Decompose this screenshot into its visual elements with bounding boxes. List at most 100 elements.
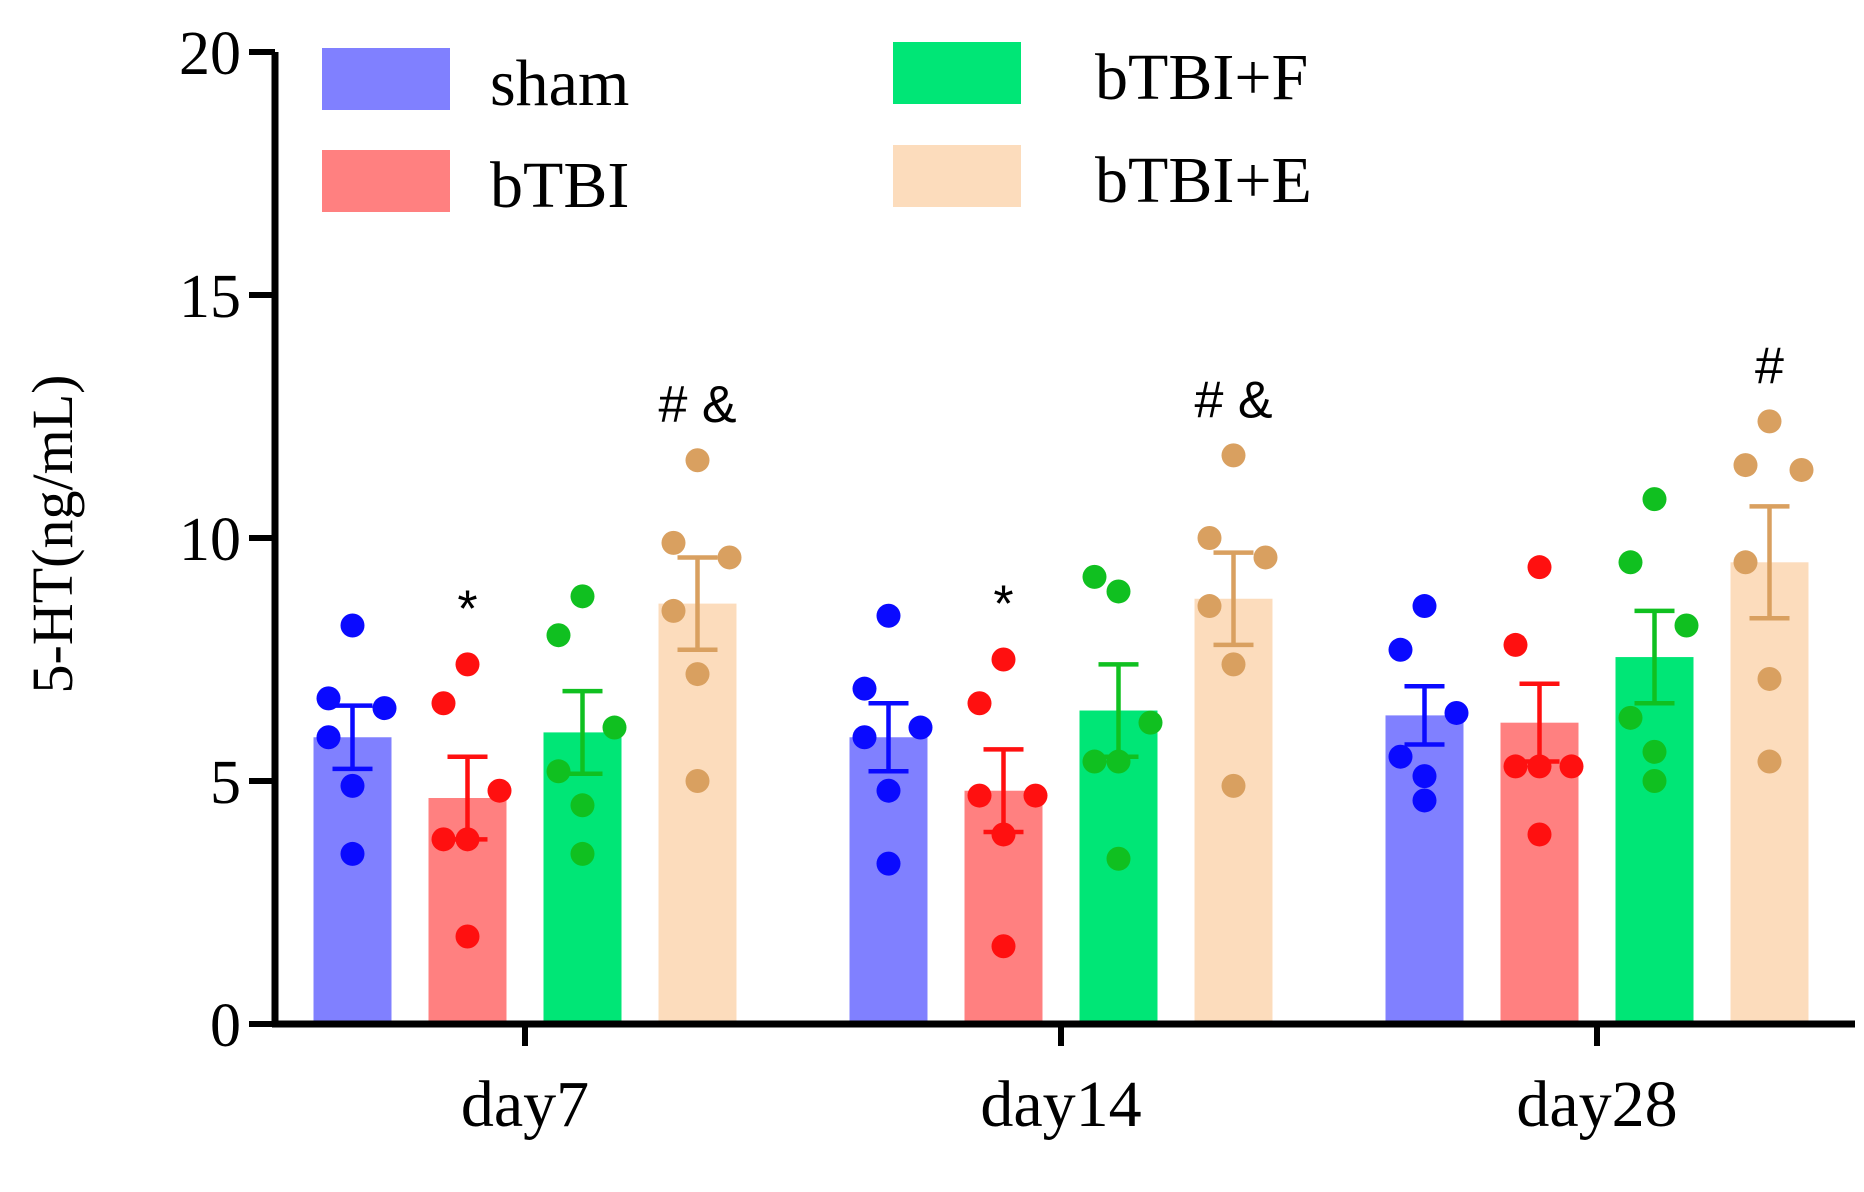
data-point-bTBI+E-day14 [1197, 526, 1222, 550]
data-points-layer [316, 409, 1814, 959]
data-point-bTBI-day14 [991, 934, 1016, 959]
data-point-bTBI-day7 [431, 691, 456, 716]
data-point-bTBI+E-day14 [1221, 773, 1246, 798]
error-bar-bTBI+F-day28 [1634, 608, 1675, 706]
significance-mark-bTBI+E-day7: # & [658, 376, 736, 434]
bars-layer [313, 562, 1809, 1024]
data-point-bTBI+E-day14 [1253, 545, 1278, 570]
significance-mark-bTBI+E-day14: # & [1194, 371, 1272, 429]
data-point-bTBI-day14 [967, 783, 992, 808]
error-bar-sham-day28 [1404, 683, 1445, 747]
data-point-bTBI+F-day14 [1106, 846, 1131, 871]
error-bar-bTBI+E-day14 [1213, 550, 1254, 648]
data-point-bTBI+F-day7 [570, 584, 595, 609]
legend-item-bTBI: bTBI [322, 149, 629, 222]
data-point-bTBI+F-day14 [1082, 749, 1107, 774]
data-point-bTBI+E-day14 [1197, 594, 1222, 619]
data-point-bTBI-day7 [431, 827, 456, 852]
data-point-sham-day14 [876, 778, 901, 803]
legend-swatch [322, 150, 450, 212]
error-bar-sham-day7 [332, 703, 373, 772]
error-bar-bTBI+E-day28 [1749, 504, 1790, 621]
data-point-sham-day7 [316, 686, 341, 711]
data-point-bTBI+F-day14 [1106, 749, 1131, 774]
data-point-sham-day28 [1412, 764, 1437, 789]
data-point-bTBI+E-day7 [685, 448, 710, 473]
legend-item-bTBI+F: bTBI+F [893, 41, 1308, 114]
legend-label: sham [490, 47, 629, 120]
data-point-bTBI+F-day28 [1618, 550, 1643, 575]
legend-swatch [322, 48, 450, 110]
data-point-bTBI+F-day28 [1674, 613, 1699, 638]
data-point-sham-day28 [1412, 594, 1437, 619]
data-point-bTBI-day14 [991, 822, 1016, 847]
data-point-bTBI-day14 [967, 691, 992, 716]
data-point-bTBI+F-day7 [546, 759, 571, 784]
data-point-sham-day14 [852, 676, 877, 701]
significance-annotations-layer: * # & * # & # [457, 337, 1784, 638]
data-point-bTBI+F-day7 [570, 841, 595, 866]
significance-mark-bTBI-day7: * [457, 580, 477, 638]
data-point-bTBI-day28 [1559, 754, 1584, 779]
data-point-bTBI+F-day28 [1642, 487, 1667, 512]
data-point-bTBI+E-day28 [1757, 749, 1782, 774]
legend: sham bTBI bTBI+F bTBI+E [322, 41, 1312, 222]
data-point-sham-day7 [340, 773, 365, 798]
y-tick-label-10: 10 [179, 506, 241, 574]
x-tick-label-day7: day7 [461, 1068, 589, 1141]
data-point-sham-day7 [372, 696, 397, 721]
data-point-bTBI-day14 [1023, 783, 1048, 808]
data-point-bTBI-day28 [1503, 632, 1528, 657]
data-point-bTBI-day28 [1527, 822, 1552, 847]
data-point-bTBI-day7 [455, 652, 480, 677]
data-point-bTBI+E-day14 [1221, 443, 1246, 468]
data-point-sham-day28 [1412, 788, 1437, 813]
data-point-bTBI+F-day28 [1618, 705, 1643, 730]
axes: day7 day14 day28 0 5 10 15 20 [179, 20, 1855, 1141]
data-point-sham-day14 [876, 603, 901, 628]
legend-label: bTBI+F [1095, 41, 1308, 114]
data-point-sham-day28 [1388, 637, 1413, 662]
y-tick-label-20: 20 [179, 20, 241, 88]
data-point-bTBI-day7 [455, 924, 480, 949]
error-bar-sham-day14 [868, 700, 909, 774]
data-point-bTBI+E-day7 [717, 545, 742, 570]
data-point-bTBI+E-day28 [1789, 457, 1814, 482]
data-point-bTBI-day28 [1527, 754, 1552, 779]
data-point-bTBI+E-day14 [1221, 652, 1246, 677]
legend-item-sham: sham [322, 47, 629, 120]
legend-label: bTBI [490, 149, 629, 222]
data-point-bTBI+F-day28 [1642, 769, 1667, 793]
bar-bTBI+E-day28 [1730, 562, 1809, 1024]
data-point-bTBI+F-day14 [1138, 710, 1163, 735]
y-tick-label-0: 0 [210, 992, 241, 1060]
data-point-sham-day7 [340, 613, 365, 638]
data-point-sham-day7 [316, 725, 341, 750]
data-point-bTBI+F-day14 [1106, 579, 1131, 604]
data-point-sham-day14 [908, 715, 933, 740]
data-point-bTBI+E-day28 [1757, 666, 1782, 691]
data-point-bTBI+F-day7 [602, 715, 627, 740]
data-point-bTBI-day14 [991, 647, 1016, 672]
data-point-bTBI+E-day7 [661, 530, 686, 555]
data-point-sham-day14 [876, 851, 901, 876]
y-axis-label: 5-HT(ng/mL) [20, 375, 85, 694]
data-point-bTBI-day28 [1527, 555, 1552, 580]
data-point-sham-day7 [340, 841, 365, 866]
data-point-bTBI+F-day14 [1082, 564, 1107, 589]
significance-mark-bTBI-day14: * [993, 576, 1013, 634]
error-bar-bTBI+E-day7 [677, 555, 718, 653]
legend-swatch [893, 145, 1021, 207]
legend-label: bTBI+E [1095, 144, 1312, 217]
data-point-bTBI+E-day7 [685, 769, 710, 793]
x-tick-label-day14: day14 [980, 1068, 1141, 1141]
data-point-bTBI+F-day7 [570, 793, 595, 818]
data-point-sham-day14 [852, 725, 877, 750]
data-point-bTBI+E-day7 [685, 662, 710, 687]
data-point-sham-day28 [1388, 744, 1413, 769]
data-point-bTBI+E-day28 [1733, 453, 1758, 478]
legend-swatch [893, 42, 1021, 104]
y-tick-label-15: 15 [179, 263, 241, 331]
data-point-bTBI-day7 [455, 827, 480, 852]
